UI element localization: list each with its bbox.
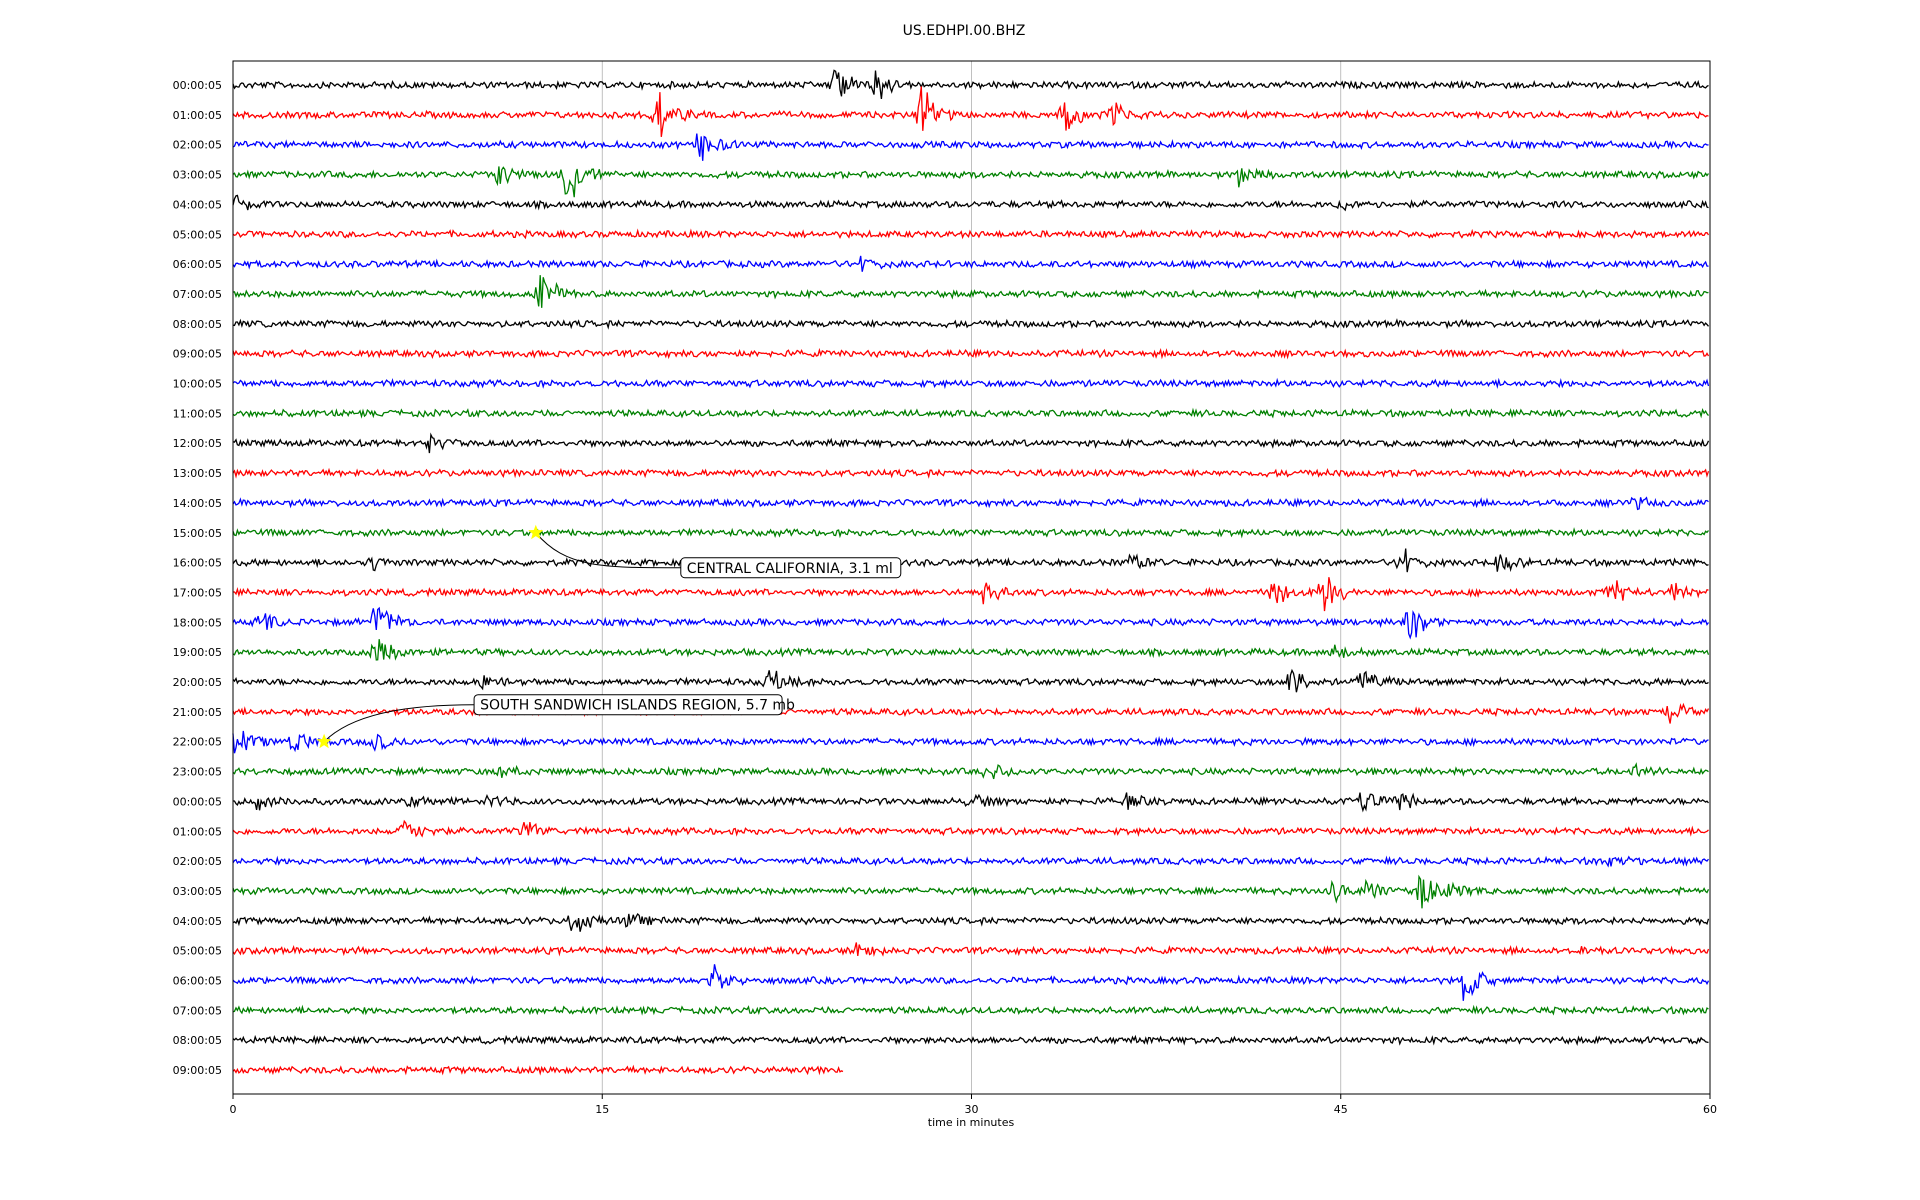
traces xyxy=(232,69,1710,1076)
annotation-label: CENTRAL CALIFORNIA, 3.1 ml xyxy=(687,561,893,577)
row-label: 03:00:05 xyxy=(173,885,222,898)
trace-row xyxy=(232,432,1710,454)
event-star xyxy=(316,733,332,749)
row-label: 04:00:05 xyxy=(173,198,222,211)
trace-row xyxy=(232,69,1709,99)
row-label: 03:00:05 xyxy=(173,169,222,182)
row-label: 05:00:05 xyxy=(173,228,222,241)
row-label: 01:00:05 xyxy=(173,109,222,122)
trace-row xyxy=(232,942,1710,957)
trace-row xyxy=(233,577,1709,612)
trace-row xyxy=(232,318,1709,330)
row-label: 22:00:05 xyxy=(173,736,222,749)
annotation-connector xyxy=(535,532,681,569)
trace-row xyxy=(232,548,1709,573)
chart-title: US.EDHPI.00.BHZ xyxy=(903,23,1026,39)
event-star xyxy=(528,524,544,540)
x-tick-label: 30 xyxy=(965,1103,979,1116)
x-tick-label: 15 xyxy=(595,1103,609,1116)
trace-row xyxy=(232,819,1709,838)
x-tick-label: 0 xyxy=(230,1103,237,1116)
row-label: 09:00:05 xyxy=(173,1064,222,1077)
row-label: 11:00:05 xyxy=(173,407,222,420)
row-label: 05:00:05 xyxy=(173,945,222,958)
trace-row xyxy=(232,912,1710,932)
row-label: 18:00:05 xyxy=(173,616,222,629)
trace-row xyxy=(232,762,1709,780)
row-label: 12:00:05 xyxy=(173,437,222,450)
row-label: 19:00:05 xyxy=(173,646,222,659)
trace-row xyxy=(232,964,1710,1001)
trace-row xyxy=(232,255,1709,272)
trace-row xyxy=(232,606,1710,640)
row-label: 00:00:05 xyxy=(173,79,222,92)
row-label: 07:00:05 xyxy=(173,1004,222,1017)
trace-row xyxy=(232,133,1709,161)
row-label: 02:00:05 xyxy=(173,855,222,868)
row-label: 08:00:05 xyxy=(173,1034,222,1047)
row-label: 14:00:05 xyxy=(173,497,222,510)
x-tick-label: 60 xyxy=(1703,1103,1717,1116)
trace-row xyxy=(232,1034,1709,1046)
annotations: CENTRAL CALIFORNIA, 3.1 ml SOUTH SANDWICH… xyxy=(316,524,902,749)
x-axis-label: time in minutes xyxy=(928,1116,1015,1129)
trace-row xyxy=(232,730,1709,754)
row-label: 09:00:05 xyxy=(173,348,222,361)
trace-row xyxy=(232,275,1709,308)
row-label: 15:00:05 xyxy=(173,527,222,540)
annotation-box xyxy=(680,557,902,579)
row-label: 17:00:05 xyxy=(173,586,222,599)
row-label: 08:00:05 xyxy=(173,318,222,331)
row-label: 21:00:05 xyxy=(173,706,222,719)
trace-row xyxy=(232,874,1710,909)
row-label: 23:00:05 xyxy=(173,766,222,779)
trace-row xyxy=(232,407,1709,419)
x-axis-ticks: 0 15 30 45 60 xyxy=(230,1094,1717,1116)
trace-row xyxy=(232,639,1710,661)
trace-row xyxy=(232,166,1710,198)
row-label: 07:00:05 xyxy=(173,288,222,301)
row-label: 06:00:05 xyxy=(173,258,222,271)
trace-row xyxy=(232,702,1710,724)
trace-row xyxy=(232,792,1709,813)
x-tick-label: 45 xyxy=(1334,1103,1348,1116)
trace-row xyxy=(232,467,1710,479)
row-label: 01:00:05 xyxy=(173,825,222,838)
row-label: 16:00:05 xyxy=(173,557,222,570)
row-label: 02:00:05 xyxy=(173,139,222,152)
trace-row xyxy=(232,1064,844,1076)
row-label: 20:00:05 xyxy=(173,676,222,689)
trace-row xyxy=(232,1004,1709,1016)
trace-row xyxy=(232,668,1709,693)
trace-row xyxy=(232,496,1709,511)
trace-row xyxy=(232,377,1710,390)
row-label: 10:00:05 xyxy=(173,378,222,391)
row-label: 06:00:05 xyxy=(173,975,222,988)
trace-row xyxy=(232,527,1710,539)
row-label: 13:00:05 xyxy=(173,467,222,480)
annotation-connector xyxy=(323,704,475,743)
row-label: 00:00:05 xyxy=(173,795,222,808)
trace-row xyxy=(232,86,1709,137)
trace-row xyxy=(232,228,1710,240)
trace-row xyxy=(232,194,1709,212)
annotation-label: SOUTH SANDWICH ISLANDS REGION, 5.7 mb xyxy=(480,698,795,714)
trace-row xyxy=(232,855,1710,868)
trace-row xyxy=(232,347,1710,360)
annotation-box xyxy=(473,694,783,716)
row-labels: 00:00:05 01:00:05 02:00:05 03:00:05 04:00:05… xyxy=(173,79,222,1077)
row-label: 04:00:05 xyxy=(173,915,222,928)
